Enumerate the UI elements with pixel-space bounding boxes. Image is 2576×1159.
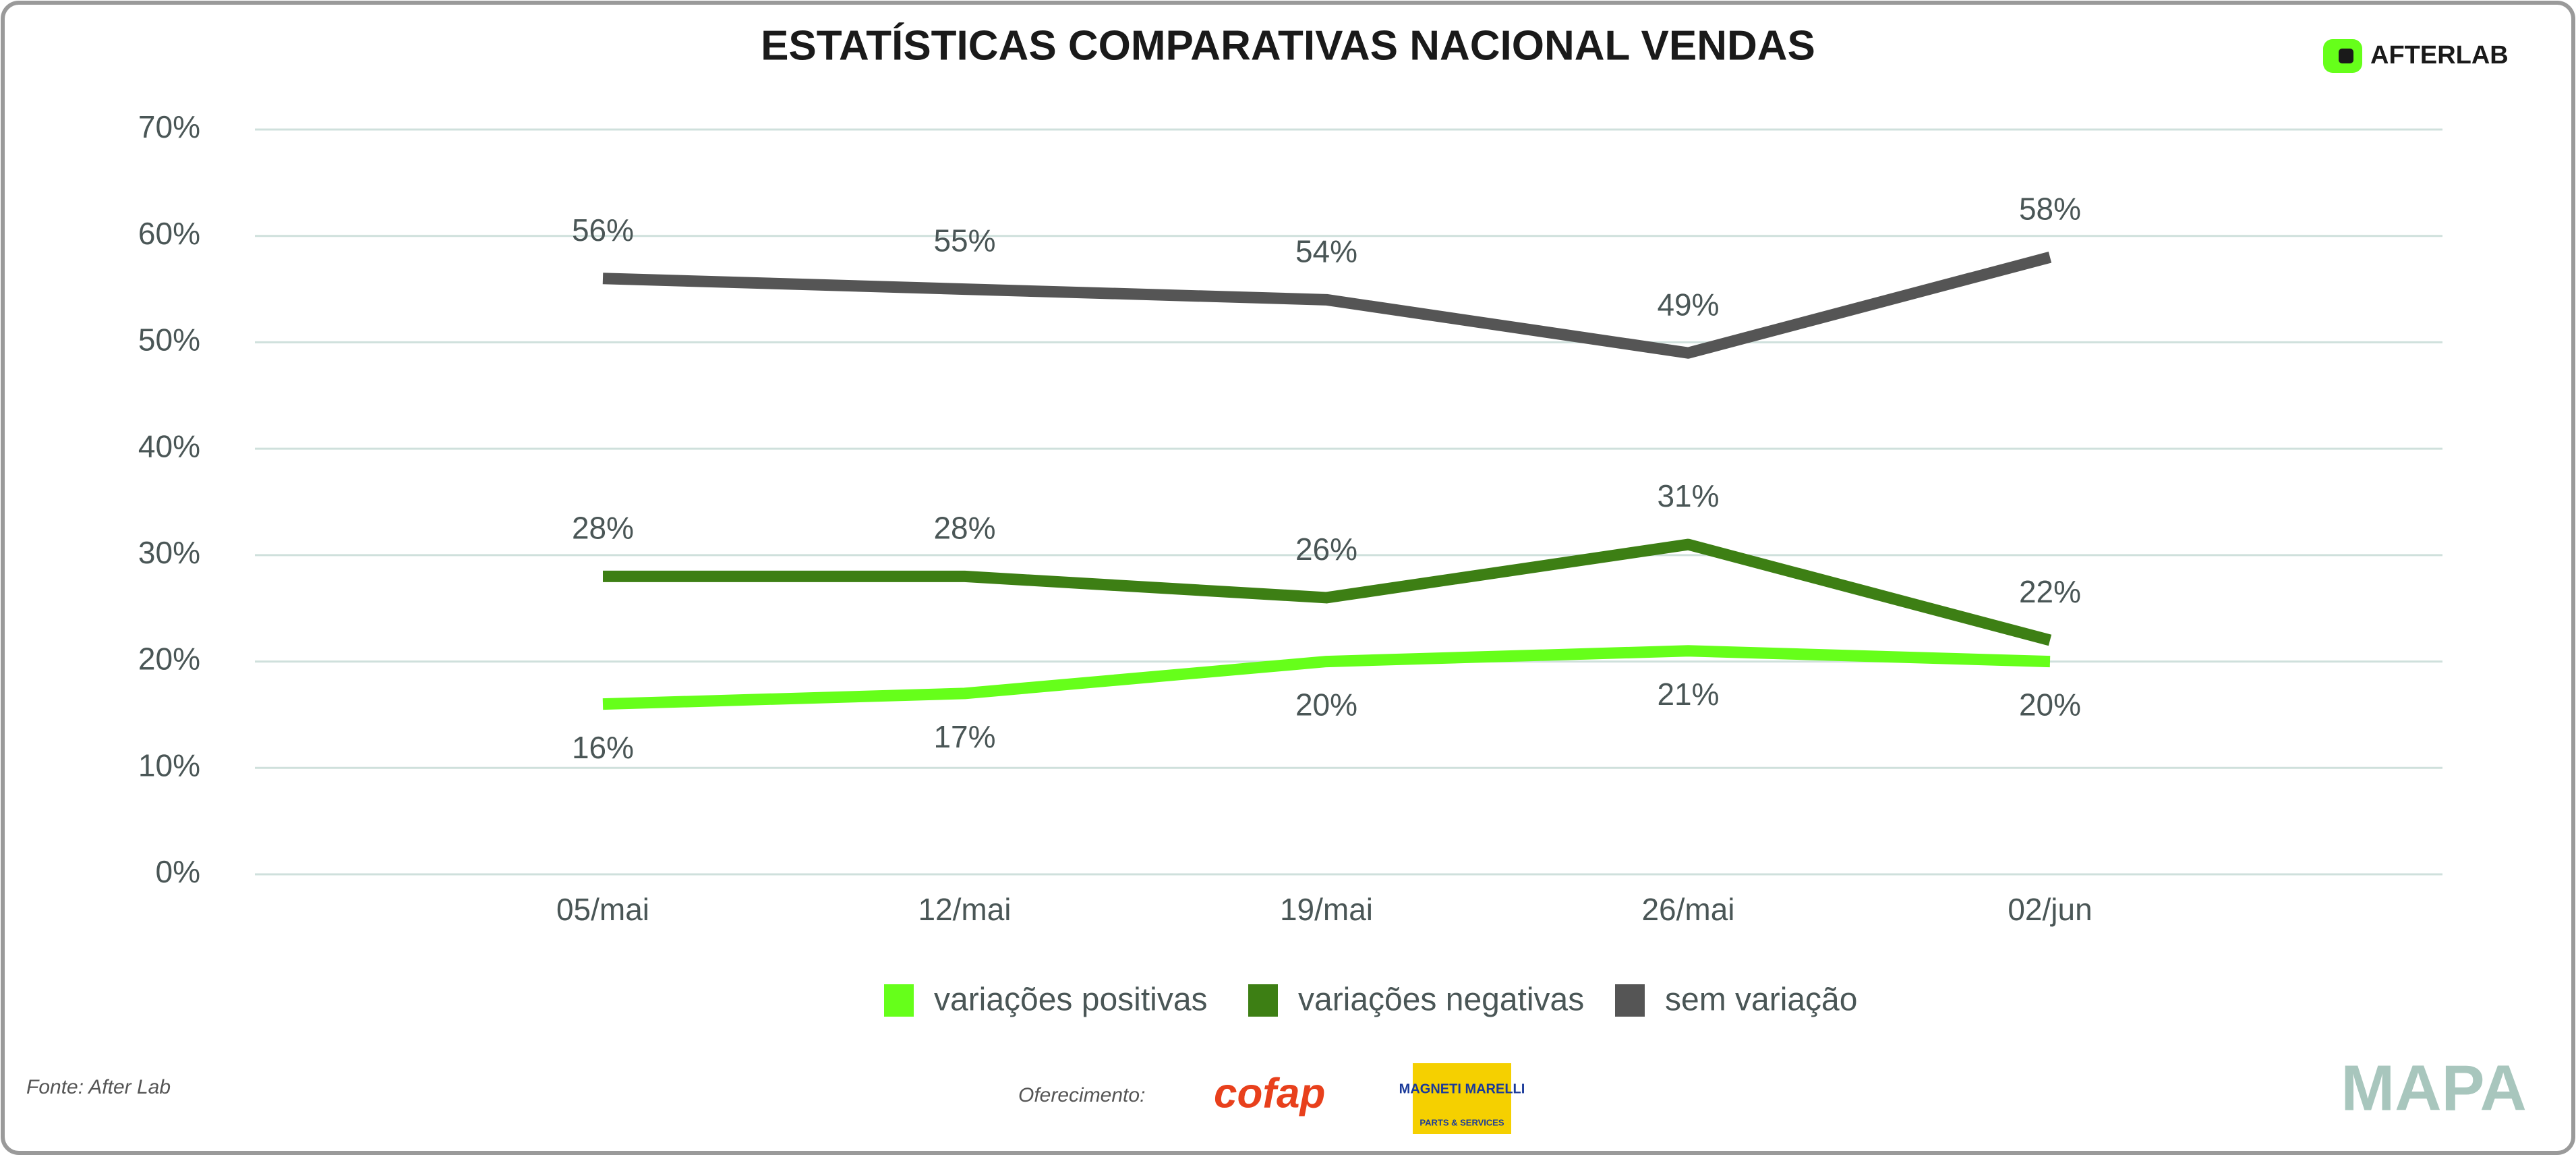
sponsor-box (1413, 1063, 1511, 1134)
brand-name: AFTERLAB (2370, 41, 2509, 69)
legend-label: variações positivas (934, 982, 1208, 1018)
legend-swatch (1248, 984, 1278, 1017)
chart-title: ESTATÍSTICAS COMPARATIVAS NACIONAL VENDA… (761, 22, 1815, 69)
data-label: 20% (1295, 687, 1357, 723)
y-tick-label: 70% (138, 109, 200, 144)
data-label: 58% (2019, 191, 2081, 226)
data-label: 28% (572, 511, 634, 546)
data-label: 16% (572, 730, 634, 765)
x-tick-label: 26/mai (1641, 892, 1734, 927)
x-tick-label: 02/jun (2008, 892, 2092, 927)
sponsor-logo: MAGNETI MARELLI (1399, 1081, 1525, 1096)
sponsor-tagline: PARTS & SERVICES (1419, 1117, 1504, 1127)
data-label: 54% (1295, 233, 1357, 268)
data-label: 22% (2019, 574, 2081, 609)
series-line (602, 252, 2052, 359)
y-tick-label: 0% (156, 854, 200, 889)
data-label: 21% (1657, 677, 1719, 712)
data-label: 28% (933, 511, 995, 546)
x-tick-label: 19/mai (1280, 892, 1373, 927)
y-tick-label: 10% (138, 747, 200, 783)
data-label: 55% (933, 223, 995, 258)
legend-label: sem variação (1665, 982, 1857, 1018)
series-line (602, 645, 2051, 710)
sponsor-label: Oferecimento: (1018, 1084, 1145, 1106)
series-line (603, 538, 2052, 646)
y-tick-label: 50% (138, 322, 200, 358)
x-tick-label: 12/mai (918, 892, 1011, 927)
data-label: 31% (1657, 478, 1719, 513)
x-tick-label: 05/mai (556, 892, 649, 927)
legend-swatch (884, 984, 914, 1017)
y-tick-label: 20% (138, 642, 200, 677)
legend-swatch (1615, 984, 1645, 1017)
data-label: 49% (1657, 287, 1719, 322)
y-tick-label: 40% (138, 428, 200, 463)
brand-icon (2339, 49, 2353, 63)
source: Fonte: After Lab (26, 1076, 171, 1098)
legend-label: variações negativas (1298, 982, 1584, 1018)
data-label: 17% (933, 719, 995, 754)
data-label: 20% (2019, 687, 2081, 723)
y-tick-label: 60% (138, 216, 200, 251)
data-label: 26% (1295, 532, 1357, 567)
footer-logo: MAPA (2341, 1052, 2527, 1124)
y-tick-label: 30% (138, 535, 200, 570)
sponsor-logo: cofap (1214, 1070, 1325, 1116)
data-label: 56% (572, 213, 634, 248)
